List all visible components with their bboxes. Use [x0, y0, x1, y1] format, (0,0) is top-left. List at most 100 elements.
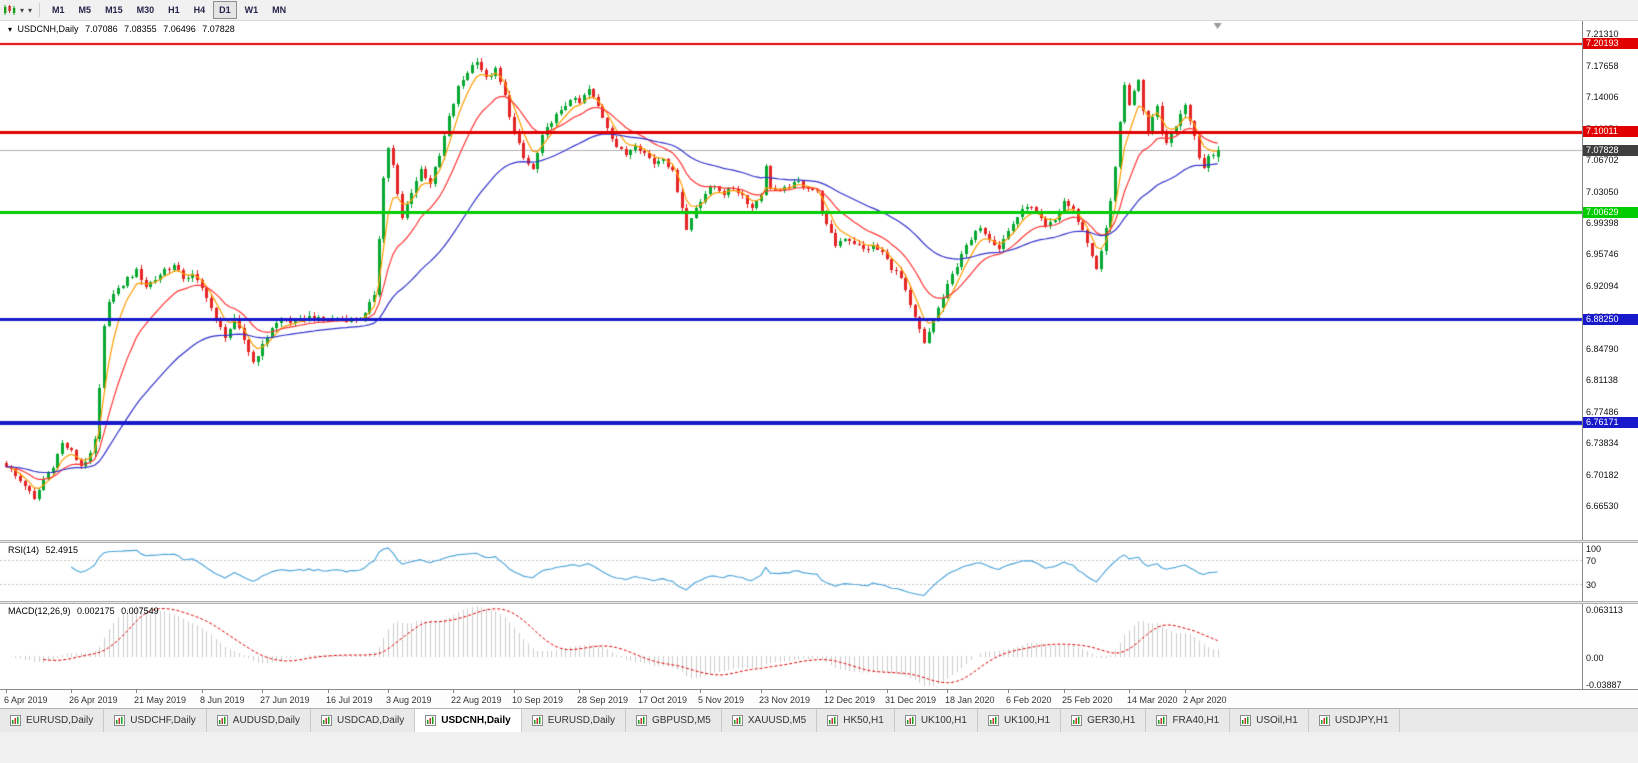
time-axis-tick [136, 690, 137, 693]
chart-tab-gbpusd-m5[interactable]: GBPUSD,M5 [625, 709, 722, 732]
macd-indicator-label: MACD(12,26,9) 0.002175 0.007549 [8, 606, 159, 616]
chart-tab-icon [731, 715, 743, 726]
time-axis-label: 3 Aug 2019 [386, 695, 432, 705]
timeframe-button-h1[interactable]: H1 [168, 5, 180, 15]
timeframe-button-m5[interactable]: M5 [78, 5, 92, 15]
chart-tab-xauusd-m5[interactable]: XAUUSD,M5 [721, 709, 818, 732]
chart-high-value: 7.08355 [124, 24, 157, 34]
time-axis-label: 21 May 2019 [134, 695, 187, 705]
price-level-badge: 7.00629 [1583, 206, 1638, 218]
time-axis-label: 18 Jan 2020 [945, 695, 995, 705]
timeframe-button-mn[interactable]: MN [272, 5, 287, 15]
rsi-title: RSI(14) [8, 545, 40, 555]
chart-tab-icon [1071, 715, 1083, 726]
time-axis-tick [640, 690, 641, 693]
chart-symbol-label: USDCNH,Daily [17, 24, 79, 34]
chart-tab-audusd-daily[interactable]: AUDUSD,Daily [206, 709, 312, 732]
chart-open-value: 7.07086 [85, 24, 118, 34]
chart-dropdown-icon[interactable]: ▾ [8, 25, 13, 34]
price-level-badge: 7.10011 [1583, 126, 1638, 138]
time-axis-label: 8 Jun 2019 [200, 695, 245, 705]
price-tick-label: 6.99398 [1586, 218, 1619, 229]
price-level-badge: 6.88250 [1583, 313, 1638, 325]
pane-splitter-macd[interactable] [0, 601, 1638, 604]
time-axis-label: 2 Apr 2020 [1183, 695, 1227, 705]
time-axis-tick [6, 690, 7, 693]
price-tick-label: 6.66530 [1586, 500, 1619, 511]
toolbar-separator [39, 3, 41, 17]
time-axis-tick [947, 690, 948, 693]
chart-tab-uk100-h1[interactable]: UK100,H1 [977, 709, 1062, 732]
time-axis-tick [388, 690, 389, 693]
timeframe-button-m1[interactable]: M1 [52, 5, 65, 15]
chart-tab-usdchf-daily[interactable]: USDCHF,Daily [104, 709, 207, 732]
chart-tab-icon [425, 715, 437, 726]
time-axis-tick [1064, 690, 1065, 693]
chart-tab-fra40-h1[interactable]: FRA40,H1 [1146, 709, 1231, 732]
time-axis-label: 22 Aug 2019 [451, 695, 502, 705]
timeframe-button-m30[interactable]: M30 [136, 5, 155, 15]
price-tick-label: 7.06702 [1586, 155, 1619, 166]
time-axis-tick [1129, 690, 1130, 693]
time-axis-label: 6 Apr 2019 [4, 695, 48, 705]
toolbar-dropdown-icon[interactable]: ▾ [28, 5, 33, 15]
chart-tab-hk50-h1[interactable]: HK50,H1 [817, 709, 895, 732]
chart-tab-icon [827, 715, 839, 726]
chart-type-dropdown-icon[interactable]: ▾ [20, 5, 25, 15]
macd-title: MACD(12,26,9) [8, 606, 71, 616]
timeframe-button-d1[interactable]: D1 [213, 1, 237, 19]
time-axis-label: 10 Sep 2019 [512, 695, 564, 705]
time-axis-label: 17 Oct 2019 [638, 695, 688, 705]
chart-tab-label: EURUSD,Daily [547, 715, 615, 726]
time-axis-label: 16 Jul 2019 [326, 695, 373, 705]
time-axis-label: 31 Dec 2019 [885, 695, 937, 705]
chart-tab-label: USDCNH,Daily [441, 715, 511, 726]
candlestick-chart-icon[interactable] [3, 4, 17, 17]
chart-tab-usdcad-daily[interactable]: USDCAD,Daily [311, 709, 416, 732]
chart-tab-icon [10, 715, 21, 726]
rsi-level-label: 100 [1586, 544, 1602, 554]
rsi-value: 52.4915 [45, 545, 79, 555]
time-axis[interactable]: 6 Apr 2019 26 Apr 2019 21 May 2019 8 Jun 20… [0, 689, 1638, 708]
time-axis-tick [328, 690, 329, 693]
timeframe-button-h4[interactable]: H4 [193, 5, 206, 15]
timeframe-button-m15[interactable]: M15 [105, 5, 123, 15]
pane-splitter-rsi[interactable] [0, 540, 1638, 543]
timeframe-button-w1[interactable]: W1 [244, 5, 259, 15]
chart-tab-ger30-h1[interactable]: GER30,H1 [1061, 709, 1147, 732]
time-axis-tick [700, 690, 701, 693]
chart-tab-eurusd-daily[interactable]: EURUSD,Daily [0, 709, 105, 732]
chart-tab-icon [1318, 715, 1330, 726]
time-axis-tick [761, 690, 762, 693]
chart-tab-label: FRA40,H1 [1172, 715, 1220, 726]
time-axis-tick [202, 690, 203, 693]
chart-low-value: 7.06496 [163, 24, 196, 34]
chart-close-value: 7.07828 [202, 24, 235, 34]
time-axis-label: 27 Jun 2019 [260, 695, 310, 705]
time-axis-tick [453, 690, 454, 693]
price-axis[interactable]: 7.213107.176587.140067.103547.067027.030… [1582, 20, 1638, 690]
price-chart-canvas[interactable] [0, 20, 1582, 689]
chart-tab-usdcnh-daily[interactable]: USDCNH,Daily [415, 709, 522, 732]
chart-tab-label: EURUSD,Daily [26, 715, 94, 726]
chart-title: ▾ USDCNH,Daily 7.07086 7.08355 7.06496 7… [8, 24, 235, 34]
price-tick-label: 6.84790 [1586, 343, 1619, 354]
time-axis-tick [1008, 690, 1009, 693]
chart-tab-icon [531, 715, 543, 726]
time-axis-label: 6 Feb 2020 [1006, 695, 1052, 705]
chart-tab-label: GER30,H1 [1087, 715, 1136, 726]
chart-tab-uk100-h1[interactable]: UK100,H1 [894, 709, 978, 732]
chart-area[interactable]: ▾ USDCNH,Daily 7.07086 7.08355 7.06496 7… [0, 20, 1638, 689]
chart-tab-eurusd-daily[interactable]: EURUSD,Daily [521, 709, 626, 732]
chart-tabbar: EURUSD,Daily USDCHF,Daily AUDUSD,Daily USDC… [0, 708, 1638, 732]
price-tick-label: 7.17658 [1586, 60, 1619, 71]
chart-tab-label: USDCHF,Daily [130, 715, 196, 726]
price-tick-label: 6.77486 [1586, 406, 1619, 417]
current-price-badge: 7.07828 [1583, 144, 1638, 156]
chart-tab-usdjpy-h1[interactable]: USDJPY,H1 [1308, 709, 1400, 732]
price-tick-label: 7.14006 [1586, 92, 1619, 103]
time-axis-tick [887, 690, 888, 693]
chart-tab-usoil-h1[interactable]: USOil,H1 [1230, 709, 1309, 732]
price-tick-label: 6.70182 [1586, 469, 1619, 480]
time-axis-label: 25 Feb 2020 [1062, 695, 1113, 705]
